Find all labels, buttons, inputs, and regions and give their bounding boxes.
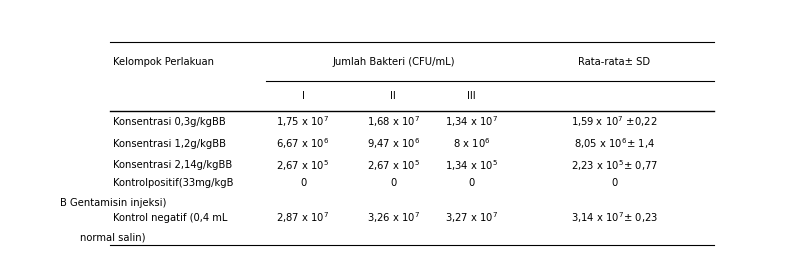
Text: 8 x 10$^6$: 8 x 10$^6$ xyxy=(452,137,489,150)
Text: Jumlah Bakteri (CFU/mL): Jumlah Bakteri (CFU/mL) xyxy=(332,57,454,67)
Text: 2,23 x 10$^5$± 0,77: 2,23 x 10$^5$± 0,77 xyxy=(570,158,657,172)
Text: 0: 0 xyxy=(467,178,474,188)
Text: 2,67 x 10$^5$: 2,67 x 10$^5$ xyxy=(276,158,329,172)
Text: 1,34 x 10$^5$: 1,34 x 10$^5$ xyxy=(444,158,497,172)
Text: Konsentrasi 0,3g/kgBB: Konsentrasi 0,3g/kgBB xyxy=(112,117,226,127)
Text: Kontrolpositif(33mg/kgB: Kontrolpositif(33mg/kgB xyxy=(112,178,233,188)
Text: 1,75 x 10$^7$: 1,75 x 10$^7$ xyxy=(276,115,329,129)
Text: 9,47 x 10$^6$: 9,47 x 10$^6$ xyxy=(366,136,419,151)
Text: 1,34 x 10$^7$: 1,34 x 10$^7$ xyxy=(444,115,497,129)
Text: III: III xyxy=(467,91,475,101)
Text: 6,67 x 10$^6$: 6,67 x 10$^6$ xyxy=(276,136,329,151)
Text: Kelompok Perlakuan: Kelompok Perlakuan xyxy=(112,57,214,67)
Text: Konsentrasi 2,14g/kgBB: Konsentrasi 2,14g/kgBB xyxy=(112,160,232,170)
Text: B Gentamisin injeksi): B Gentamisin injeksi) xyxy=(59,198,166,208)
Text: II: II xyxy=(390,91,396,101)
Text: Kontrol negatif (0,4 mL: Kontrol negatif (0,4 mL xyxy=(112,213,227,223)
Text: 0: 0 xyxy=(610,178,617,188)
Text: 1,59 x 10$^7$ ±0,22: 1,59 x 10$^7$ ±0,22 xyxy=(571,115,657,129)
Text: 3,14 x 10$^7$± 0,23: 3,14 x 10$^7$± 0,23 xyxy=(570,211,658,225)
Text: Konsentrasi 1,2g/kgBB: Konsentrasi 1,2g/kgBB xyxy=(112,139,226,149)
Text: 3,27 x 10$^7$: 3,27 x 10$^7$ xyxy=(444,211,497,225)
Text: I: I xyxy=(301,91,304,101)
Text: 8,05 x 10$^6$± 1,4: 8,05 x 10$^6$± 1,4 xyxy=(573,136,654,151)
Text: 0: 0 xyxy=(300,178,306,188)
Text: Rata-rata± SD: Rata-rata± SD xyxy=(578,57,650,67)
Text: 3,26 x 10$^7$: 3,26 x 10$^7$ xyxy=(366,211,419,225)
Text: 2,87 x 10$^7$: 2,87 x 10$^7$ xyxy=(276,211,329,225)
Text: 2,67 x 10$^5$: 2,67 x 10$^5$ xyxy=(366,158,419,172)
Text: normal salin): normal salin) xyxy=(80,232,145,242)
Text: 1,68 x 10$^7$: 1,68 x 10$^7$ xyxy=(366,115,419,129)
Text: 0: 0 xyxy=(389,178,396,188)
